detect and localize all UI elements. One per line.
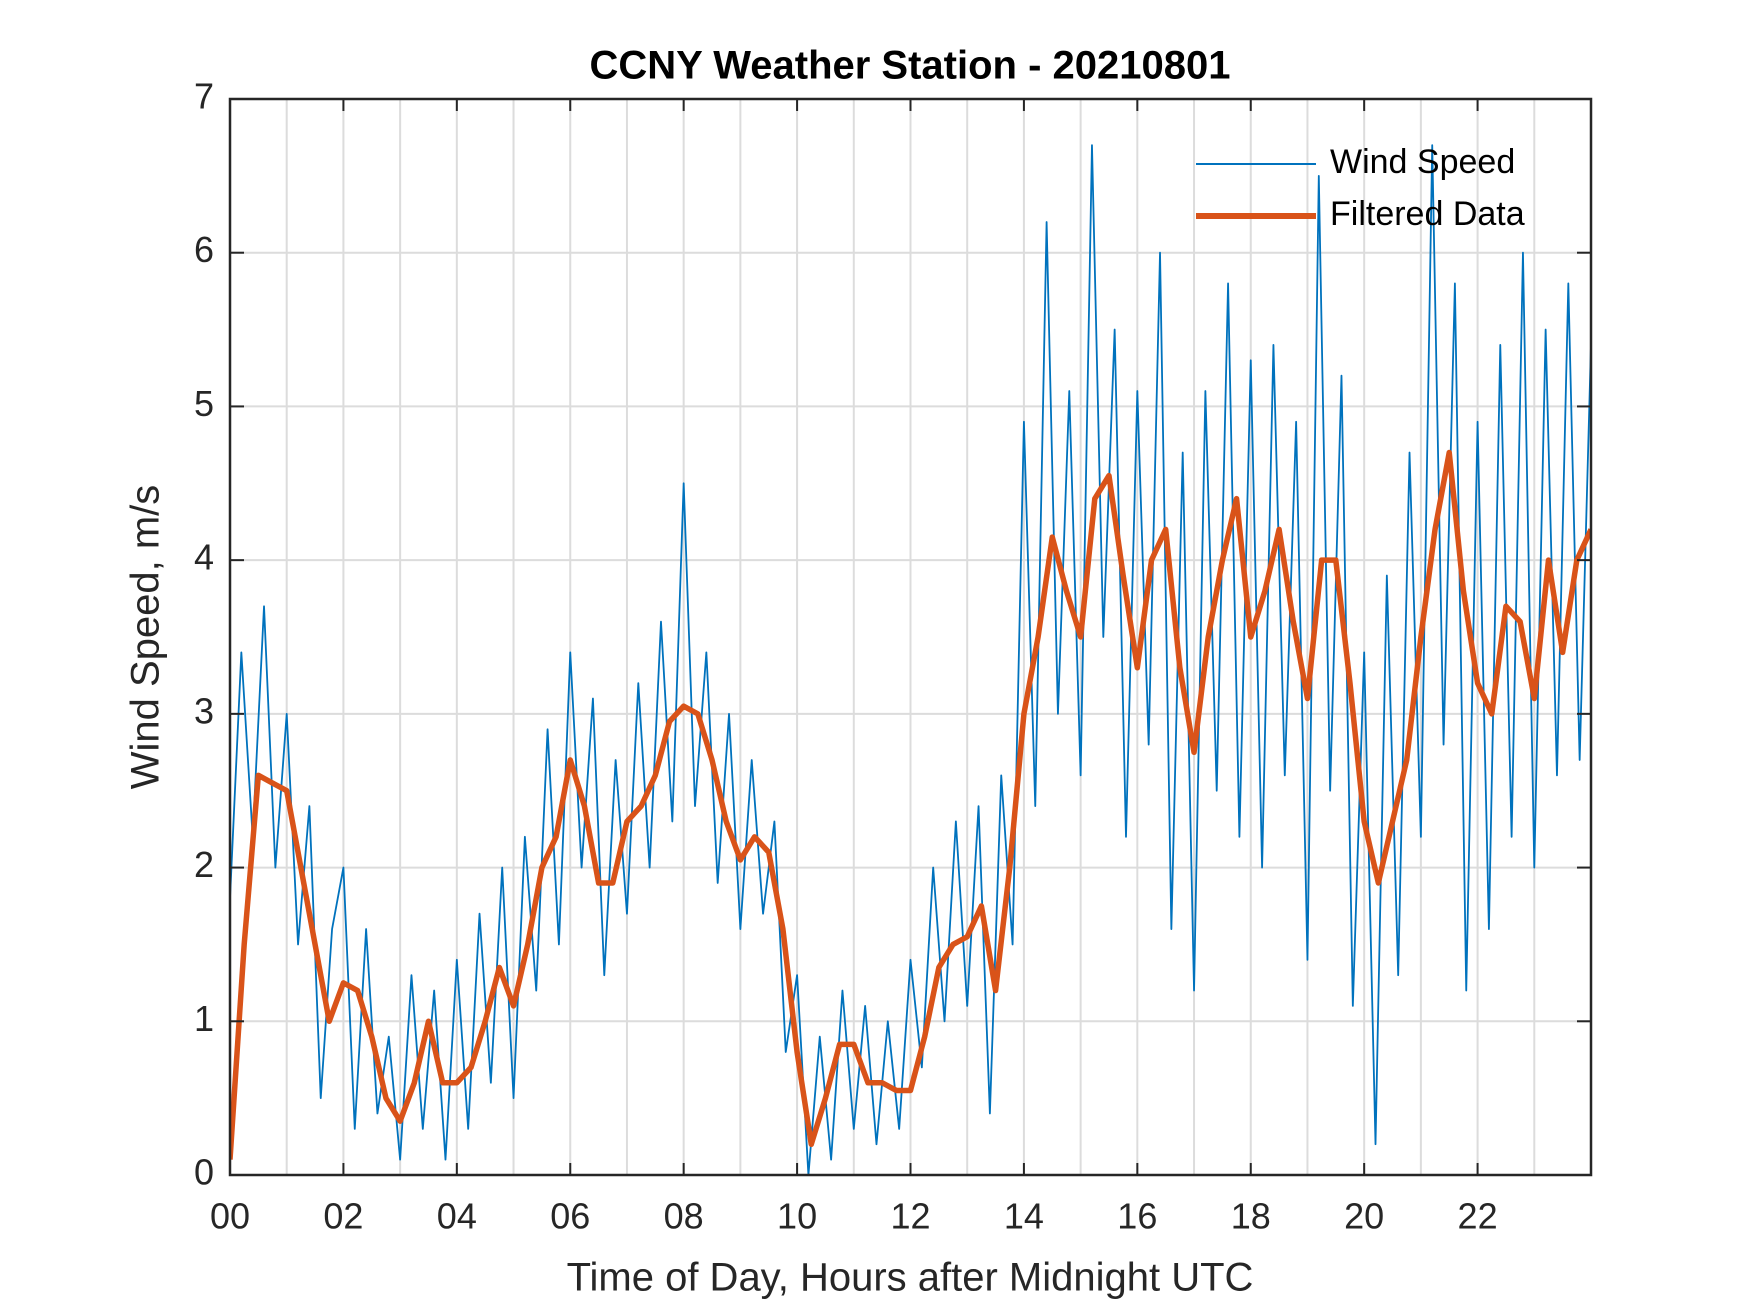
x-tick-label: 20 bbox=[1344, 1196, 1384, 1237]
y-tick-label: 3 bbox=[194, 690, 214, 731]
legend-label: Filtered Data bbox=[1330, 195, 1525, 233]
x-tick-label: 00 bbox=[210, 1196, 250, 1237]
x-tick-label: 08 bbox=[664, 1196, 704, 1237]
y-tick-label: 1 bbox=[194, 998, 214, 1039]
x-tick-label: 12 bbox=[890, 1196, 930, 1237]
chart-title: CCNY Weather Station - 20210801 bbox=[590, 44, 1231, 88]
y-axis-label: Wind Speed, m/s bbox=[124, 485, 168, 790]
series bbox=[230, 449, 1591, 1160]
x-tick-label: 18 bbox=[1231, 1196, 1271, 1237]
wind-line bbox=[230, 144, 1591, 1175]
y-tick-label: 6 bbox=[194, 229, 214, 270]
y-tick-label: 5 bbox=[194, 383, 214, 424]
filtered-line bbox=[230, 449, 1591, 1160]
x-tick-label: 14 bbox=[1004, 1196, 1044, 1237]
y-tick-label: 7 bbox=[194, 76, 214, 117]
x-tick-label: 22 bbox=[1458, 1196, 1498, 1237]
legend-label: Wind Speed bbox=[1330, 143, 1515, 181]
x-tick-label: 10 bbox=[777, 1196, 817, 1237]
y-tick-label: 2 bbox=[194, 844, 214, 885]
x-tick-label: 16 bbox=[1117, 1196, 1157, 1237]
x-tick-label: 04 bbox=[437, 1196, 477, 1237]
x-tick-label: 06 bbox=[550, 1196, 590, 1237]
y-tick-label: 0 bbox=[194, 1152, 214, 1193]
y-tick-label: 4 bbox=[194, 537, 214, 578]
series bbox=[230, 144, 1591, 1175]
x-axis-label: Time of Day, Hours after Midnight UTC bbox=[567, 1256, 1254, 1300]
x-tick-label: 02 bbox=[323, 1196, 363, 1237]
